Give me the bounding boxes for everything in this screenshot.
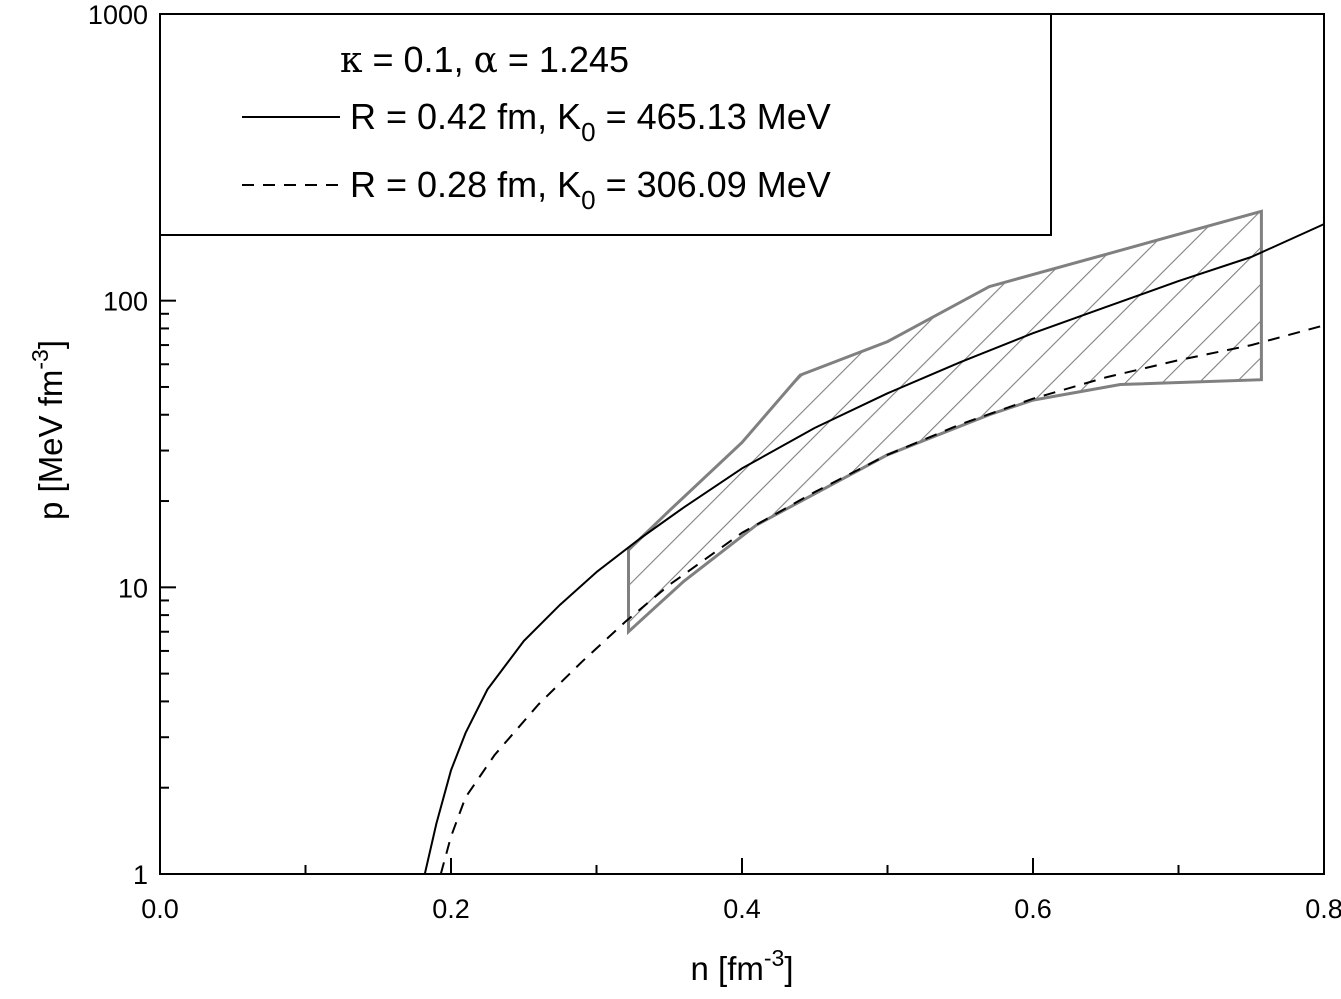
y-tick-label: 1 xyxy=(133,860,148,890)
y-tick-label: 100 xyxy=(103,287,148,317)
y-tick-label: 1000 xyxy=(88,0,148,30)
hatched-band-layer xyxy=(627,209,1263,636)
ticks-layer: 0.0 0.2 0.4 0.6 0.8 1 10 100 1000 xyxy=(88,0,1341,924)
y-axis-title: p [MeV fm-3] xyxy=(27,340,69,520)
y-tick-label: 10 xyxy=(118,573,148,603)
legend-entry-2: R = 0.28 fm, K0 = 306.09 MeV xyxy=(350,164,831,215)
hatched-band xyxy=(627,209,1263,636)
x-axis-title: n [fm-3] xyxy=(691,945,794,987)
legend-box xyxy=(159,13,1052,236)
legend-entry-1: R = 0.42 fm, K0 = 465.13 MeV xyxy=(350,96,831,147)
x-tick-label: 0.4 xyxy=(723,894,761,924)
series-solid-line xyxy=(423,223,1325,875)
x-tick-label: 0.2 xyxy=(432,894,470,924)
x-tick-label: 0.0 xyxy=(141,894,179,924)
legend: κ = 0.1, α = 1.245 R = 0.42 fm, K0 = 465… xyxy=(159,13,1052,236)
x-tick-label: 0.8 xyxy=(1305,894,1341,924)
legend-header: κ = 0.1, α = 1.245 xyxy=(340,39,629,81)
series-layer xyxy=(423,223,1325,875)
x-tick-label: 0.6 xyxy=(1014,894,1052,924)
series-dashed-line xyxy=(439,324,1325,875)
